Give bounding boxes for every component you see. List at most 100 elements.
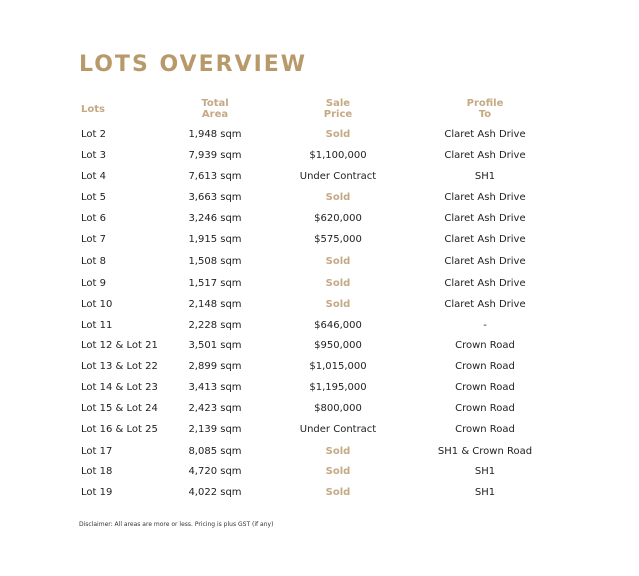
area-cell: 1,948 sqm [188,129,242,140]
area-cell: 3,663 sqm [188,192,242,203]
header-text: Sale [325,98,351,109]
disclaimer: Disclaimer: All areas are more or less. … [79,521,274,528]
price-cell: Sold [325,487,351,498]
table-row: Lot 10 2,148 sqm Sold Claret Ash Drive [0,299,639,319]
area-cell: 7,939 sqm [188,150,242,161]
table-row: Lot 11 2,228 sqm $646,000 - [0,320,639,340]
header-sale-price: Sale Price [324,98,352,120]
table-row: Lot 6 3,246 sqm $620,000 Claret Ash Drive [0,213,639,233]
profile-cell: Claret Ash Drive [444,192,526,203]
price-cell: $950,000 [314,340,362,351]
header-lots: Lots [81,104,105,115]
profile-cell: Claret Ash Drive [444,256,526,267]
lot-cell: Lot 11 [81,320,113,331]
profile-cell: Claret Ash Drive [444,213,526,224]
profile-cell: Claret Ash Drive [444,129,526,140]
lot-cell: Lot 10 [81,299,113,310]
profile-cell: Claret Ash Drive [444,299,526,310]
area-cell: 2,899 sqm [188,361,242,372]
price-cell: $1,100,000 [309,150,367,161]
price-cell: $1,195,000 [309,382,367,393]
price-cell: Sold [325,129,351,140]
table-row: Lot 17 8,085 sqm Sold SH1 & Crown Road [0,446,639,466]
area-cell: 4,720 sqm [188,466,242,477]
lot-cell: Lot 4 [81,171,106,182]
price-cell: Under Contract [299,171,377,182]
area-cell: 4,022 sqm [188,487,242,498]
price-cell: $575,000 [314,234,362,245]
area-cell: 1,517 sqm [188,278,242,289]
price-cell: Sold [325,466,351,477]
table-row: Lot 9 1,517 sqm Sold Claret Ash Drive [0,278,639,298]
area-cell: 3,501 sqm [188,340,242,351]
lot-cell: Lot 15 & Lot 24 [81,403,158,414]
header-total-area: Total Area [201,98,228,120]
table-row: Lot 12 & Lot 21 3,501 sqm $950,000 Crown Ro… [0,340,639,360]
header-text: Lots [81,104,105,115]
lot-cell: Lot 5 [81,192,106,203]
table-row: Lot 3 7,939 sqm $1,100,000 Claret Ash Drive [0,150,639,170]
header-text: To [478,109,492,120]
profile-cell: Crown Road [455,361,515,372]
table-row: Lot 14 & Lot 23 3,413 sqm $1,195,000 Crown … [0,382,639,402]
table-row: Lot 7 1,915 sqm $575,000 Claret Ash Drive [0,234,639,254]
price-cell: Sold [325,446,351,457]
area-cell: 2,423 sqm [188,403,242,414]
profile-cell: Crown Road [455,403,515,414]
lot-cell: Lot 18 [81,466,113,477]
table-row: Lot 16 & Lot 25 2,139 sqm Under Contract Cr… [0,424,639,444]
profile-cell: SH1 [474,487,496,498]
price-cell: $620,000 [314,213,362,224]
table-row: Lot 4 7,613 sqm Under Contract SH1 [0,171,639,191]
profile-cell: Claret Ash Drive [444,150,526,161]
profile-cell: Crown Road [455,424,515,435]
header-text: Price [323,109,353,120]
price-cell: Sold [325,278,351,289]
profile-cell: SH1 [474,171,496,182]
profile-cell: Claret Ash Drive [444,234,526,245]
area-cell: 7,613 sqm [188,171,242,182]
profile-cell: Crown Road [455,340,515,351]
price-cell: $1,015,000 [309,361,367,372]
area-cell: 2,228 sqm [188,320,242,331]
profile-cell: - [483,320,487,331]
lot-cell: Lot 12 & Lot 21 [81,340,158,351]
profile-cell: SH1 & Crown Road [437,446,533,457]
area-cell: 2,148 sqm [188,299,242,310]
profile-cell: Crown Road [455,382,515,393]
lot-cell: Lot 7 [81,234,106,245]
table-row: Lot 8 1,508 sqm Sold Claret Ash Drive [0,256,639,276]
area-cell: 8,085 sqm [188,446,242,457]
lot-cell: Lot 6 [81,213,106,224]
table-row: Lot 2 1,948 sqm Sold Claret Ash Drive [0,129,639,149]
area-cell: 3,413 sqm [188,382,242,393]
lot-cell: Lot 2 [81,129,106,140]
area-cell: 1,508 sqm [188,256,242,267]
header-text: Total [201,98,229,109]
lot-cell: Lot 16 & Lot 25 [81,424,158,435]
lot-cell: Lot 8 [81,256,106,267]
lot-cell: Lot 13 & Lot 22 [81,361,158,372]
profile-cell: Claret Ash Drive [444,278,526,289]
lot-cell: Lot 3 [81,150,106,161]
lot-cell: Lot 19 [81,487,113,498]
page-title: LOTS OVERVIEW [79,52,308,77]
table-row: Lot 5 3,663 sqm Sold Claret Ash Drive [0,192,639,212]
price-cell: Under Contract [299,424,377,435]
lot-cell: Lot 9 [81,278,106,289]
area-cell: 1,915 sqm [188,234,242,245]
price-cell: $646,000 [314,320,362,331]
price-cell: Sold [325,192,351,203]
header-text: Profile [466,98,504,109]
price-cell: Sold [325,299,351,310]
lot-cell: Lot 17 [81,446,113,457]
header-profile-to: Profile To [467,98,504,120]
table-row: Lot 18 4,720 sqm Sold SH1 [0,466,639,486]
price-cell: $800,000 [314,403,362,414]
price-cell: Sold [325,256,351,267]
table-row: Lot 19 4,022 sqm Sold SH1 [0,487,639,507]
area-cell: 3,246 sqm [188,213,242,224]
table-row: Lot 15 & Lot 24 2,423 sqm $800,000 Crown Ro… [0,403,639,423]
profile-cell: SH1 [474,466,496,477]
header-text: Area [201,109,229,120]
